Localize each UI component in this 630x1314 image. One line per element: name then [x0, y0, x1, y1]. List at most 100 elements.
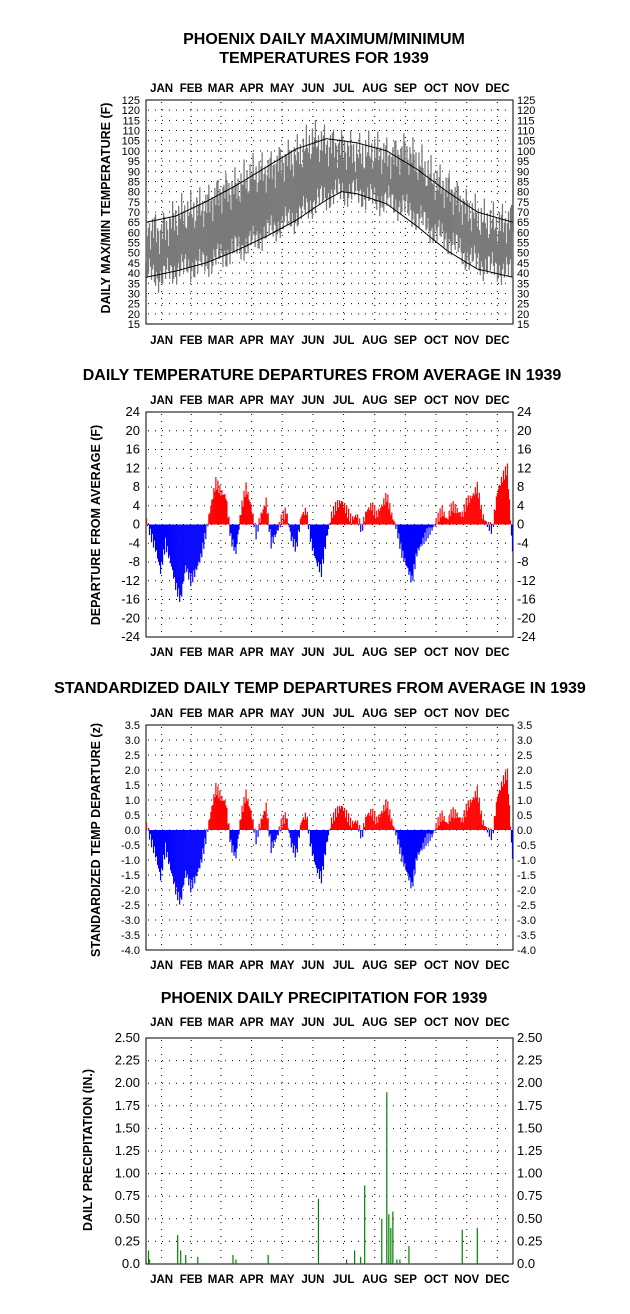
chart2-month-label: SEP: [394, 647, 417, 659]
chart4-ytick-left: 1.25: [115, 1143, 140, 1158]
chart4-ytick-left: 1.00: [115, 1166, 140, 1181]
chart1-month-label: FEB: [180, 335, 203, 347]
chart1-title-line2: TEMPERATURES FOR 1939: [219, 50, 429, 67]
chart1-ytick-left: 65: [128, 217, 140, 229]
chart3-ytick-left: -1.5: [121, 870, 140, 882]
chart3-ytick-right: -1.0: [517, 855, 536, 867]
chart3-month-label: MAY: [270, 708, 295, 720]
chart1-ytick-left: 105: [122, 136, 140, 148]
chart1-ytick-right: 55: [517, 238, 529, 250]
chart2-frame-group: JAN JAN FEB FEB MAR MAR APR APR MAY MAY JUN JUN JUL J…: [121, 395, 536, 659]
chart3-month-label: MAR: [208, 708, 235, 720]
chart4-ytick-right: 1.25: [517, 1143, 542, 1158]
chart3-ytick-right: 2.0: [517, 765, 532, 777]
chart3-month-label: AUG: [362, 960, 388, 972]
chart4-frame-group: JAN JAN FEB FEB MAR MAR APR APR MAY MAY JUN JUN JUL J…: [115, 1017, 543, 1286]
chart1-month-label: SEP: [394, 83, 417, 95]
chart2-month-label: SEP: [394, 395, 417, 407]
chart2-month-label: JUN: [301, 395, 324, 407]
chart3-ytick-left: -1.0: [121, 855, 140, 867]
chart3-month-label: DEC: [485, 960, 509, 972]
chart4-ylabel: DAILY PRECIPITATION (IN.): [81, 1069, 95, 1231]
chart1-ytick-right: 20: [517, 309, 529, 321]
chart1-month-label: SEP: [394, 335, 417, 347]
chart3-title: STANDARDIZED DAILY TEMP DEPARTURES FROM …: [54, 680, 586, 697]
chart3-month-label: OCT: [424, 960, 448, 972]
chart2-month-label: NOV: [454, 647, 479, 659]
chart3-ytick-right: 2.5: [517, 750, 532, 762]
chart2-month-label: MAR: [208, 647, 235, 659]
chart1-ytick-right: 35: [517, 278, 529, 290]
chart3-ytick-right: 0.5: [517, 810, 532, 822]
chart2-ytick-left: 4: [133, 498, 140, 513]
chart1-ytick-right: 110: [517, 126, 535, 138]
chart4-ytick-right: 2.50: [517, 1030, 542, 1045]
chart4-ytick-left: 2.00: [115, 1075, 140, 1090]
chart1-month-label: NOV: [454, 335, 479, 347]
chart4-month-label: SEP: [394, 1274, 417, 1286]
chart1-month-label: FEB: [180, 83, 203, 95]
chart1-ytick-left: 90: [128, 166, 140, 178]
chart3-month-label: FEB: [180, 960, 203, 972]
chart1-normal-max-line: [146, 138, 513, 223]
chart2-ytick-left: 16: [126, 442, 140, 457]
chart1-ytick-left: 40: [128, 268, 140, 280]
chart4-ytick-right: 0.50: [517, 1211, 542, 1226]
chart2-month-label: OCT: [424, 647, 448, 659]
chart1-ytick-right: 95: [517, 156, 529, 168]
chart2-ytick-right: -8: [517, 554, 529, 569]
chart3-ytick-right: 3.0: [517, 735, 532, 747]
chart1-ytick-left: 50: [128, 248, 140, 260]
chart1-month-label: JAN: [150, 83, 173, 95]
chart4-month-label: DEC: [485, 1274, 509, 1286]
chart3-ytick-left: 1.0: [125, 795, 140, 807]
chart4-ytick-right: 0.75: [517, 1188, 542, 1203]
chart1-month-label: JUL: [333, 83, 355, 95]
chart1-ytick-left: 100: [122, 146, 140, 158]
chart1-ytick-right: 25: [517, 299, 529, 311]
chart2-ytick-right: -4: [517, 535, 529, 550]
chart1-title-line1: PHOENIX DAILY MAXIMUM/MINIMUM: [183, 31, 465, 48]
chart3-month-label: OCT: [424, 708, 448, 720]
chart4-month-label: MAY: [270, 1017, 295, 1029]
chart3-month-label: JAN: [150, 960, 173, 972]
chart1-ytick-left: 115: [122, 115, 140, 127]
chart2-ytick-right: 12: [517, 460, 531, 475]
chart1-month-label: AUG: [362, 83, 388, 95]
chart4-month-label: OCT: [424, 1017, 448, 1029]
chart1-ytick-right: 105: [517, 136, 535, 148]
chart4-month-label: MAR: [208, 1274, 235, 1286]
chart1-month-label: DEC: [485, 335, 509, 347]
chart1-ytick-left: 70: [128, 207, 140, 219]
chart2-ytick-left: 24: [126, 404, 140, 419]
chart3-ytick-left: 2.0: [125, 765, 140, 777]
chart4-ytick-right: 0.0: [517, 1256, 535, 1271]
chart1-month-label: JUN: [301, 83, 324, 95]
chart3-month-label: NOV: [454, 708, 479, 720]
chart1-ytick-right: 30: [517, 288, 529, 300]
chart1-normal-min-line: [146, 191, 513, 278]
chart3-ytick-right: -2.0: [517, 885, 536, 897]
chart2-ytick-right: 8: [517, 479, 524, 494]
chart1-ytick-left: 55: [128, 238, 140, 250]
chart3-ytick-left: -4.0: [121, 945, 140, 957]
chart2-departure-bars: [145, 463, 514, 602]
chart4-ytick-left: 2.25: [115, 1053, 140, 1068]
chart1-ytick-right: 85: [517, 176, 529, 188]
chart1-ytick-left: 45: [128, 258, 140, 270]
chart1-ytick-right: 125: [517, 95, 535, 107]
chart4-month-label: JUN: [301, 1274, 324, 1286]
chart4-month-label: JAN: [150, 1274, 173, 1286]
chart1-ylabel: DAILY MAX/MIN TEMPERATURE (F): [99, 103, 113, 314]
chart3-month-label: NOV: [454, 960, 479, 972]
chart4-month-label: JUL: [333, 1017, 355, 1029]
chart2-ytick-left: -20: [121, 610, 140, 625]
chart1-month-label: MAY: [270, 83, 295, 95]
chart1-frame-group: JAN JAN FEB FEB MAR MAR APR APR MAY MAY JUN JUN JUL J…: [122, 83, 536, 347]
chart4-month-label: MAY: [270, 1274, 295, 1286]
chart2-month-label: AUG: [362, 395, 388, 407]
chart4-month-label: JAN: [150, 1017, 173, 1029]
chart3-month-label: SEP: [394, 960, 417, 972]
